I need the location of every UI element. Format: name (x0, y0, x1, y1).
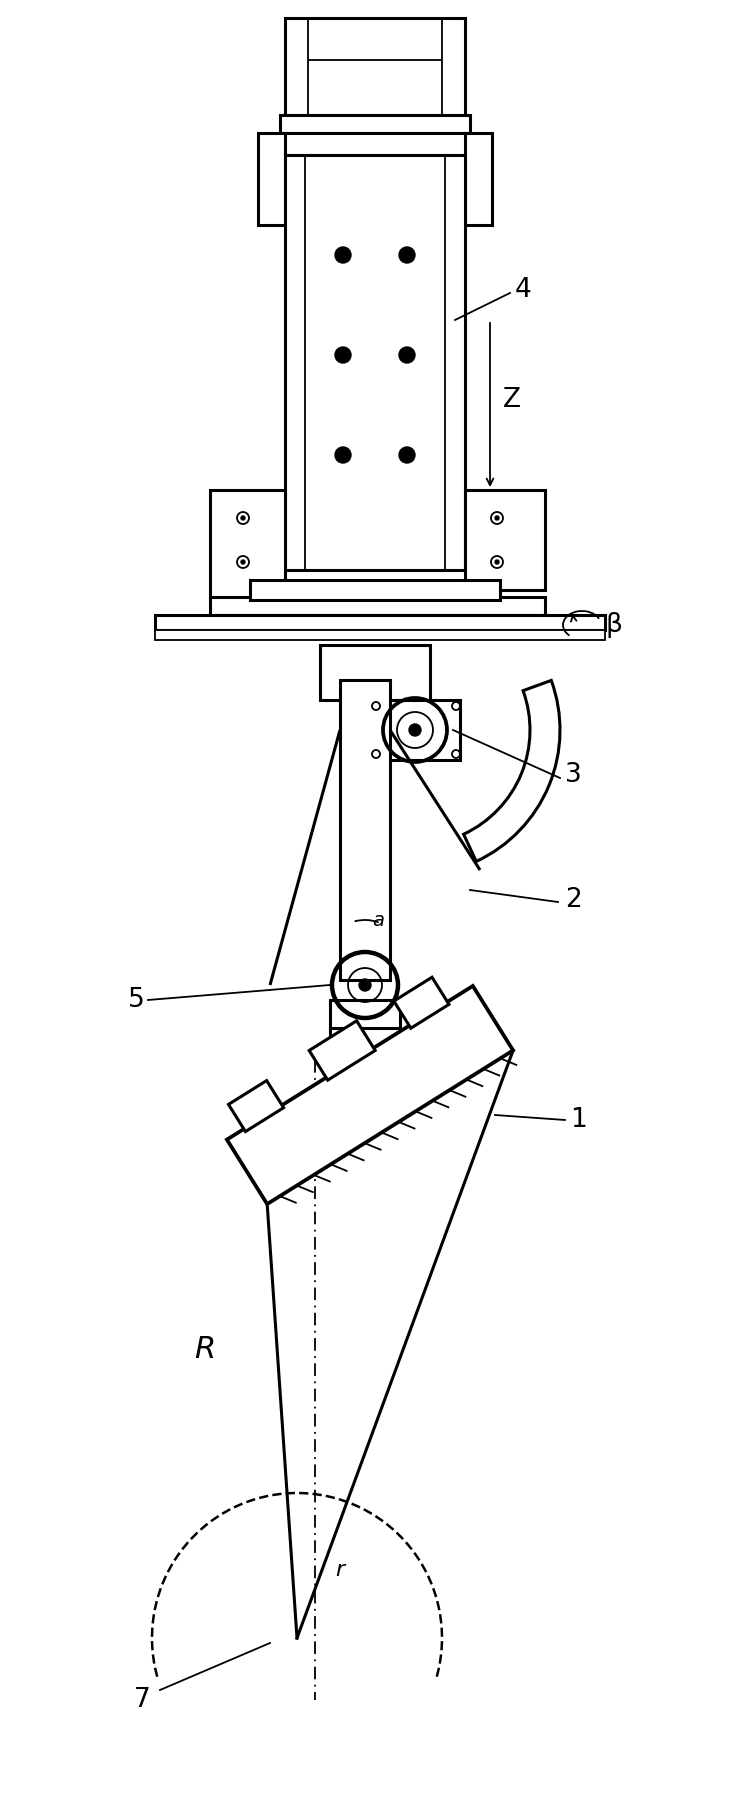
Circle shape (409, 724, 421, 737)
Bar (394, 978, 449, 1028)
Bar (280, 133, 470, 155)
Text: 2: 2 (565, 888, 582, 913)
Bar (250, 580, 500, 600)
Bar (330, 1000, 400, 1030)
Bar (465, 490, 545, 591)
Circle shape (399, 247, 415, 263)
Text: 5: 5 (128, 987, 145, 1012)
Bar (309, 1021, 375, 1081)
Text: 3: 3 (565, 762, 582, 789)
Bar (280, 115, 470, 133)
Bar (210, 490, 285, 600)
Text: Z: Z (503, 387, 521, 412)
Circle shape (495, 560, 499, 564)
Bar (320, 645, 430, 701)
Bar (210, 596, 545, 614)
Bar (228, 1081, 284, 1131)
Bar (340, 681, 390, 980)
Bar (330, 1028, 400, 1048)
Circle shape (359, 980, 371, 991)
Circle shape (399, 447, 415, 463)
Bar (227, 985, 513, 1205)
Circle shape (241, 560, 245, 564)
Circle shape (241, 517, 245, 520)
Bar (258, 133, 285, 225)
Text: r: r (336, 1560, 345, 1579)
Bar (285, 18, 465, 115)
Text: 7: 7 (133, 1688, 151, 1713)
Text: β: β (605, 612, 622, 638)
Circle shape (399, 348, 415, 364)
Circle shape (335, 247, 351, 263)
Bar (370, 701, 460, 760)
Bar (465, 133, 492, 225)
Bar (285, 155, 465, 569)
Wedge shape (464, 681, 560, 861)
Circle shape (335, 447, 351, 463)
Text: R: R (195, 1336, 216, 1365)
Text: 4: 4 (515, 277, 532, 303)
Bar (155, 614, 605, 630)
Circle shape (335, 348, 351, 364)
Circle shape (495, 517, 499, 520)
Bar (155, 630, 605, 639)
Text: 1: 1 (570, 1108, 586, 1133)
Text: a: a (372, 911, 384, 929)
